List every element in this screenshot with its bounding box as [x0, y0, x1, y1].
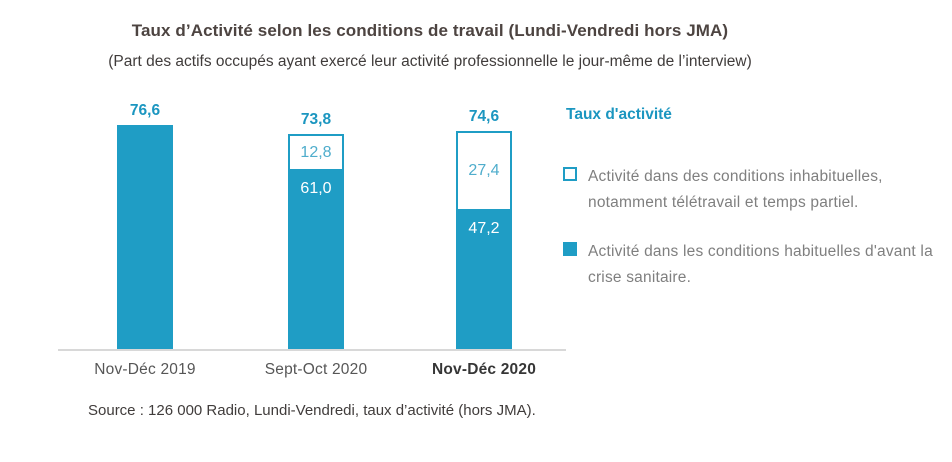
- segment-value-label: 61,0: [300, 180, 332, 197]
- bar-nov-dec-2019: 76,6: [117, 102, 173, 349]
- x-axis-label-sept-oct-2020: Sept-Oct 2020: [264, 361, 368, 378]
- bar-segment-unusual-conditions: 27,4: [456, 131, 512, 211]
- x-axis-label-nov-dec-2019: Nov-Déc 2019: [94, 361, 196, 378]
- bar-nov-dec-2020: 74,6 27,4 47,2: [456, 108, 512, 349]
- legend-swatch-outline-icon: [563, 167, 577, 181]
- bar-segment-unusual-conditions: 12,8: [288, 134, 344, 171]
- bar-segment-usual-conditions: 47,2: [456, 211, 512, 349]
- bar-total-label: 76,6: [129, 102, 161, 119]
- chart-subtitle: (Part des actifs occupés ayant exercé le…: [108, 53, 752, 70]
- bar-total-label: 73,8: [300, 111, 332, 128]
- segment-value-label: 47,2: [468, 220, 500, 237]
- segment-value-label: 12,8: [300, 143, 332, 161]
- bar-total-label: 74,6: [468, 108, 500, 125]
- chart-title: Taux d’Activité selon les conditions de …: [131, 21, 729, 40]
- legend-item-label: Activité dans les conditions habituelles…: [588, 243, 933, 286]
- bar-sept-oct-2020: 73,8 12,8 61,0: [288, 111, 344, 349]
- legend-swatch-solid-icon: [563, 242, 577, 256]
- segment-value-label: 27,4: [468, 162, 500, 179]
- legend-item-unusual-conditions: Activité dans des conditions inhabituell…: [563, 164, 945, 216]
- bar-segment-usual-conditions: [117, 125, 173, 349]
- legend-item-usual-conditions: Activité dans les conditions habituelles…: [563, 239, 945, 291]
- x-axis-label-nov-dec-2020: Nov-Déc 2020: [431, 361, 537, 378]
- legend-item-label: Activité dans des conditions inhabituell…: [588, 168, 883, 211]
- legend-title: Taux d'activité: [566, 106, 672, 123]
- x-axis-line: [58, 349, 566, 351]
- source-note: Source : 126 000 Radio, Lundi-Vendredi, …: [88, 402, 536, 419]
- bar-segment-usual-conditions: 61,0: [288, 171, 344, 349]
